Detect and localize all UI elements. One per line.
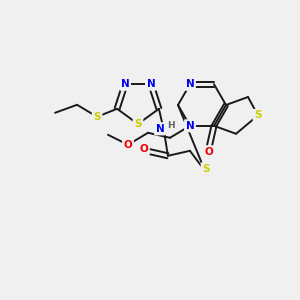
Text: N: N — [147, 79, 155, 89]
Text: S: S — [202, 164, 210, 174]
Text: O: O — [205, 147, 213, 157]
Text: S: S — [93, 112, 101, 122]
Text: O: O — [124, 140, 132, 150]
Text: N: N — [121, 79, 129, 89]
Text: N: N — [155, 124, 164, 134]
Text: N: N — [186, 121, 194, 131]
Text: S: S — [254, 110, 262, 120]
Text: S: S — [134, 119, 142, 129]
Text: H: H — [167, 121, 175, 130]
Text: N: N — [186, 79, 194, 89]
Text: O: O — [140, 144, 148, 154]
